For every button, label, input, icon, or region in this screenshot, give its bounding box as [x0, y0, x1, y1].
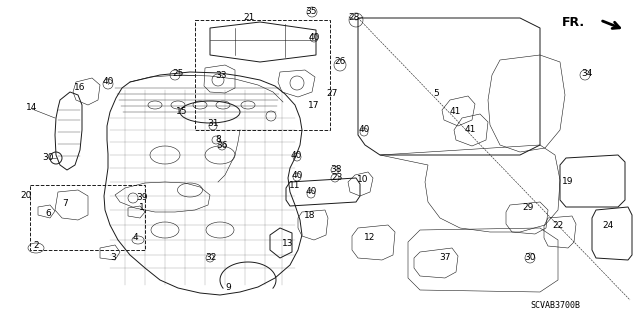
Text: 41: 41: [449, 108, 461, 116]
Text: 2: 2: [33, 241, 39, 249]
Text: 19: 19: [563, 176, 573, 186]
Text: 15: 15: [176, 108, 188, 116]
Text: 31: 31: [207, 120, 219, 129]
Text: 11: 11: [289, 182, 301, 190]
Text: 30: 30: [524, 254, 536, 263]
Text: 10: 10: [357, 175, 369, 184]
Text: 40: 40: [291, 170, 303, 180]
Text: 36: 36: [216, 140, 228, 150]
Text: 4: 4: [132, 234, 138, 242]
Bar: [195, 20, 330, 130]
Text: 32: 32: [205, 254, 217, 263]
Text: 27: 27: [326, 90, 338, 99]
Text: 21: 21: [243, 13, 255, 23]
Text: 40: 40: [291, 151, 301, 160]
Text: 3: 3: [110, 254, 116, 263]
Text: 1: 1: [139, 204, 145, 212]
Text: 29: 29: [522, 204, 534, 212]
Text: 17: 17: [308, 100, 320, 109]
Text: 16: 16: [74, 84, 86, 93]
Bar: [30, 185, 145, 250]
Text: 23: 23: [332, 174, 342, 182]
Text: 40: 40: [102, 78, 114, 86]
Text: 22: 22: [552, 221, 564, 231]
Text: 37: 37: [439, 254, 451, 263]
Text: 30: 30: [42, 152, 54, 161]
Text: 25: 25: [172, 69, 184, 78]
Text: 7: 7: [62, 198, 68, 207]
Text: 26: 26: [334, 57, 346, 66]
Text: 35: 35: [305, 8, 317, 17]
Text: 33: 33: [215, 70, 227, 79]
Text: 14: 14: [26, 103, 38, 113]
Text: SCVAB3700B: SCVAB3700B: [530, 300, 580, 309]
Text: 5: 5: [433, 88, 439, 98]
Text: 41: 41: [464, 125, 476, 135]
Text: 40: 40: [358, 125, 370, 135]
Text: 38: 38: [330, 166, 342, 174]
Text: 8: 8: [215, 135, 221, 144]
Text: 13: 13: [282, 239, 294, 248]
Text: 6: 6: [45, 209, 51, 218]
Text: 28: 28: [348, 12, 360, 21]
Text: 40: 40: [308, 33, 320, 42]
Text: 24: 24: [602, 221, 614, 231]
Text: 34: 34: [581, 69, 593, 78]
Text: FR.: FR.: [562, 16, 585, 28]
Text: 9: 9: [225, 284, 231, 293]
Text: 20: 20: [20, 191, 32, 201]
Text: 18: 18: [304, 211, 316, 219]
Text: 40: 40: [305, 188, 317, 197]
Text: 12: 12: [364, 233, 376, 241]
Text: 39: 39: [136, 194, 148, 203]
